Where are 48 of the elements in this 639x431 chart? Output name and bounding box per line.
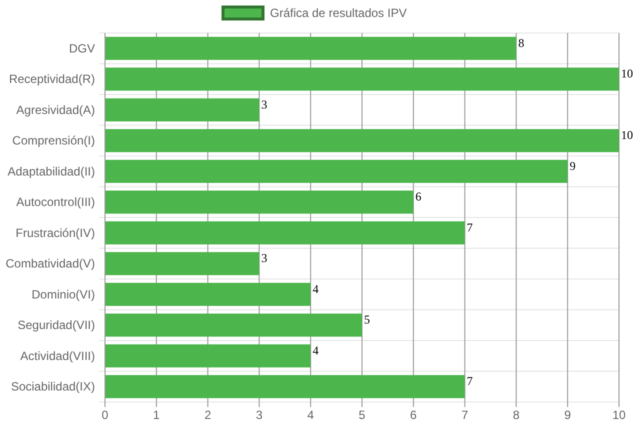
bar xyxy=(105,282,311,306)
y-tick-label: Agresividad(A) xyxy=(16,102,95,117)
data-label: 3 xyxy=(261,251,268,266)
bar xyxy=(105,190,414,214)
bar xyxy=(105,221,465,244)
data-label: 7 xyxy=(466,374,473,388)
x-tick-label: 7 xyxy=(461,408,468,422)
x-tick-label: 2 xyxy=(204,408,212,422)
data-label: 9 xyxy=(570,158,576,173)
bar xyxy=(105,160,568,183)
y-tick-label: Frustración(IV) xyxy=(16,226,95,240)
x-tick-label: 10 xyxy=(612,408,626,422)
x-tick-label: 8 xyxy=(512,408,520,422)
data-label: 10 xyxy=(621,128,633,142)
y-tick-label: Adaptabilidad(II) xyxy=(8,164,95,178)
y-tick-label: Actividad(VIII) xyxy=(20,348,95,363)
bar xyxy=(105,314,362,337)
y-tick-label: Receptividad(R) xyxy=(8,72,95,86)
data-label: 4 xyxy=(312,282,319,296)
legend-label: Gráfica de resultados IPV xyxy=(270,6,407,20)
x-tick-label: 1 xyxy=(153,408,160,422)
bar xyxy=(105,68,619,91)
bar xyxy=(105,129,619,152)
y-tick-label: Autocontrol(III) xyxy=(16,195,95,210)
y-tick-label: Combatividad(V) xyxy=(6,256,95,271)
data-label: 8 xyxy=(518,36,524,50)
y-tick-label: DGV xyxy=(68,41,95,56)
bar xyxy=(105,98,260,122)
x-tick-label: 5 xyxy=(358,408,366,422)
x-tick-label: 9 xyxy=(564,408,572,422)
y-tick-label: Seguridad(VII) xyxy=(18,318,95,332)
y-tick-label: Sociabilidad(IX) xyxy=(10,380,95,394)
x-tick-label: 6 xyxy=(410,408,418,422)
y-tick-label: Comprensión(I) xyxy=(12,134,95,148)
data-label: 7 xyxy=(466,220,473,234)
x-tick-label: 0 xyxy=(102,408,109,422)
y-tick-label: Dominio(VI) xyxy=(32,287,95,302)
data-label: 4 xyxy=(312,343,319,358)
data-label: 5 xyxy=(364,312,370,327)
x-tick-label: 3 xyxy=(256,408,263,422)
data-label: 10 xyxy=(621,66,633,81)
bar xyxy=(105,375,465,398)
x-tick-label: 4 xyxy=(307,408,314,422)
data-label: 3 xyxy=(261,97,268,112)
bar xyxy=(105,252,260,276)
bar xyxy=(105,36,516,60)
bar xyxy=(105,344,311,368)
data-label: 6 xyxy=(415,190,422,204)
